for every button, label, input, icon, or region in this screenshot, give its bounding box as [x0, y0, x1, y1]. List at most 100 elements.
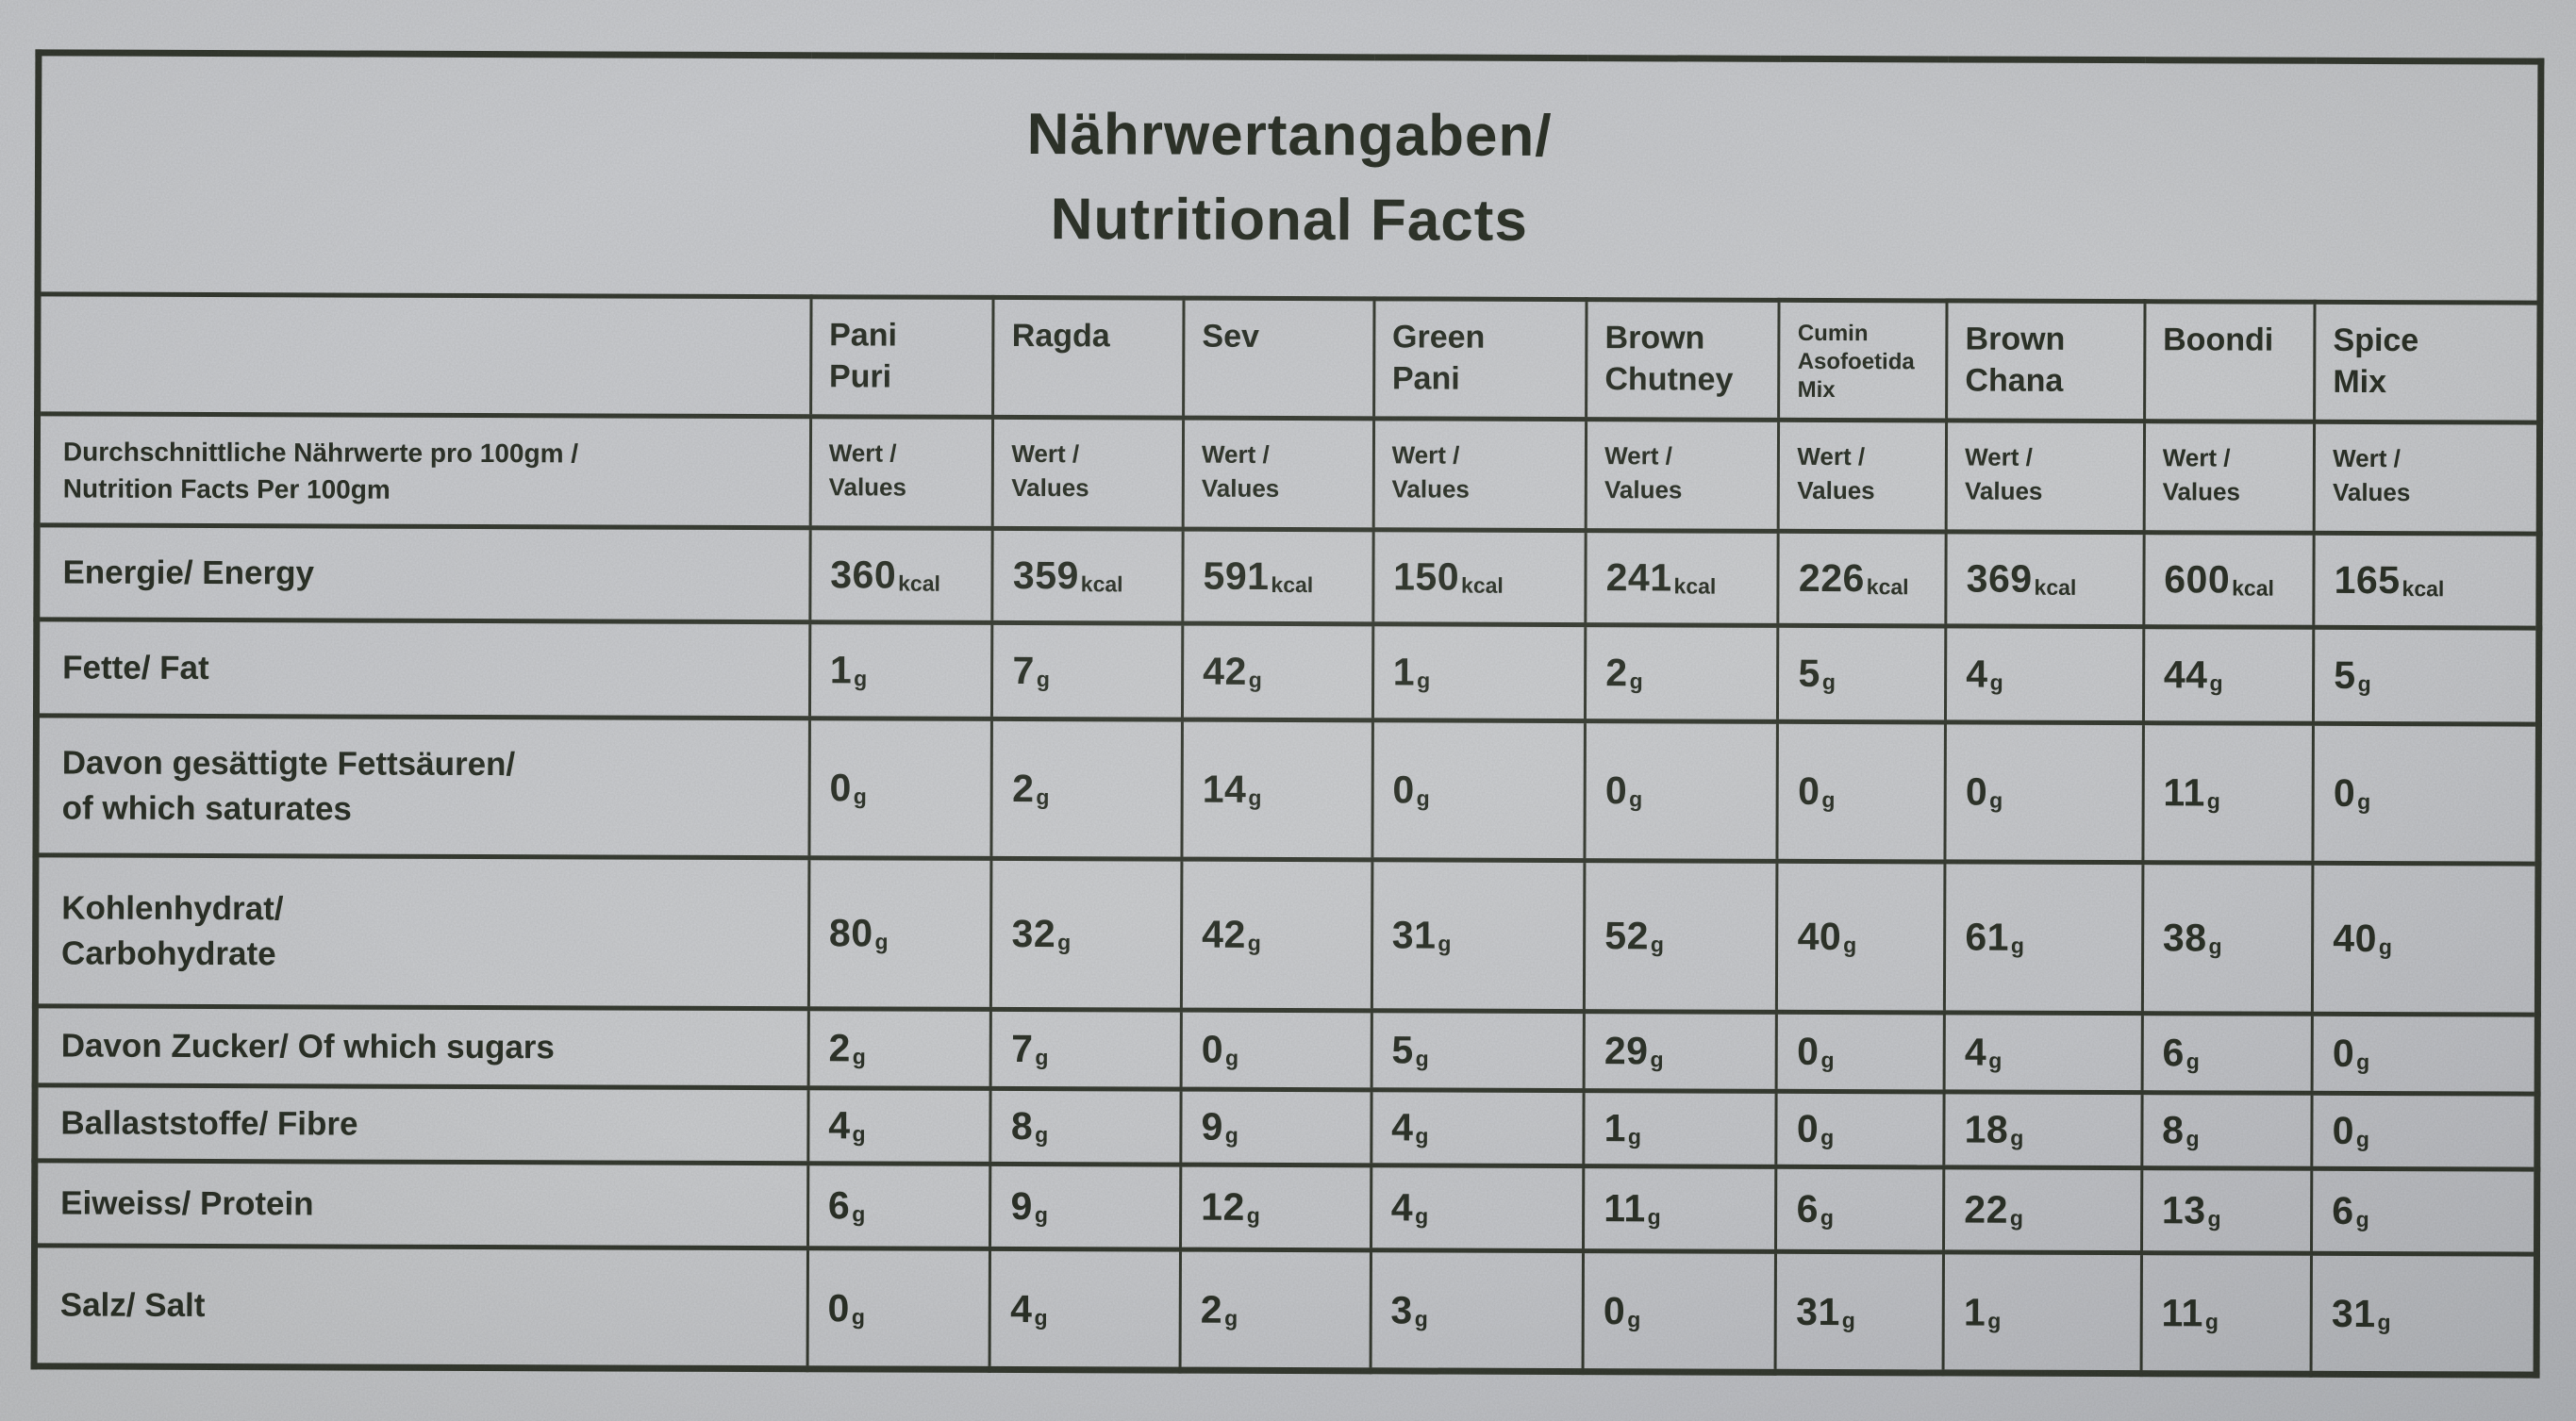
- value-cell: 1g: [809, 621, 993, 719]
- value-cell: 40g: [2312, 863, 2538, 1016]
- value-cell: 2g: [807, 1008, 991, 1089]
- value-header-2: Wert / Values: [1183, 418, 1374, 530]
- unit-label: g: [1415, 1123, 1429, 1148]
- unit-label: g: [1035, 1122, 1049, 1148]
- unit-label: kcal: [1461, 572, 1504, 598]
- unit-label: g: [854, 666, 868, 691]
- unit-label: g: [1247, 930, 1261, 955]
- unit-label: g: [852, 1121, 866, 1147]
- value-cell: 44g: [2143, 626, 2314, 724]
- unit-label: g: [1821, 669, 1836, 695]
- value-cell: 1g: [1584, 1090, 1777, 1167]
- value-cell: 241kcal: [1586, 530, 1779, 626]
- unit-label: g: [1841, 1307, 1855, 1332]
- value-cell: 22g: [1943, 1166, 2142, 1253]
- value-cell: 12g: [1180, 1165, 1371, 1250]
- unit-label: g: [1035, 1045, 1049, 1070]
- value-cell: 40g: [1776, 861, 1946, 1013]
- unit-label: g: [2185, 1126, 2200, 1151]
- corner-cell: [37, 293, 811, 417]
- value-cell: 18g: [1944, 1091, 2142, 1168]
- value-cell: 0g: [2311, 1093, 2538, 1170]
- value-cell: 150kcal: [1372, 529, 1587, 625]
- unit-label: g: [1416, 785, 1430, 811]
- value-header-1: Wert / Values: [992, 417, 1184, 530]
- row-label: Energie/ Energy: [36, 524, 810, 622]
- unit-label: g: [2009, 1205, 2024, 1231]
- per-100g-label: Durchschnittliche Nährwerte pro 100gm / …: [37, 413, 811, 528]
- value-cell: 0g: [1371, 719, 1586, 861]
- unit-label: g: [1989, 669, 2003, 695]
- unit-label: g: [2357, 670, 2371, 697]
- value-cell: 359kcal: [992, 528, 1184, 624]
- unit-label: g: [2357, 788, 2371, 815]
- table-title-german: Nährwertangaben/: [1026, 102, 1553, 169]
- nutrient-row-1: Fette/ Fat 1g 7g 42g 1g 2g 5g 4g 44g 5g: [36, 619, 2539, 725]
- value-cell: 2g: [991, 719, 1183, 860]
- title-row: Nährwertangaben/ Nutritional Facts: [38, 52, 2541, 304]
- value-cell: 4g: [1371, 1089, 1585, 1166]
- unit-label: g: [1629, 786, 1643, 812]
- nutrient-row-2: Davon gesättigte Fettsäuren/ of which sa…: [35, 715, 2539, 865]
- unit-label: g: [1627, 1306, 1641, 1331]
- column-header-0: Pani Puri: [810, 296, 994, 418]
- value-cell: 360kcal: [809, 527, 993, 623]
- unit-label: g: [1224, 1305, 1238, 1330]
- column-header-8: Spice Mix: [2314, 302, 2541, 423]
- value-cell: 165kcal: [2313, 533, 2540, 629]
- value-cell: 8g: [990, 1088, 1182, 1165]
- unit-label: g: [1225, 1045, 1239, 1070]
- unit-label: g: [1820, 1204, 1835, 1231]
- nutrient-row-3: Kohlenhydrat/ Carbohydrate 80g 32g 42g 31g 52…: [35, 854, 2538, 1016]
- value-cell: 5g: [2313, 627, 2539, 725]
- unit-label: g: [2185, 1049, 2200, 1074]
- value-cell: 0g: [808, 718, 992, 859]
- nutrient-row-7: Salz/ Salt 0g 4g 2g 3g 0g 31g 1g 11g 31g: [34, 1245, 2537, 1376]
- nutrient-row-4: Davon Zucker/ Of which sugars 2g 7g 0g 5g 29g…: [35, 1005, 2538, 1095]
- row-label: Fette/ Fat: [36, 619, 810, 719]
- value-cell: 32g: [990, 858, 1183, 1011]
- row-label: Davon Zucker/ Of which sugars: [35, 1005, 809, 1088]
- value-cell: 11g: [2140, 1252, 2312, 1375]
- value-cell: 5g: [1777, 625, 1947, 722]
- value-cell: 8g: [2141, 1092, 2313, 1169]
- unit-label: g: [851, 1303, 865, 1329]
- unit-label: kcal: [1080, 571, 1123, 597]
- unit-label: g: [1650, 932, 1665, 957]
- value-cell: 0g: [1583, 1250, 1776, 1373]
- unit-label: g: [1248, 667, 1262, 692]
- value-cell: 4g: [1944, 1012, 2143, 1093]
- value-cell: 42g: [1182, 623, 1373, 720]
- value-cell: 61g: [1944, 861, 2143, 1014]
- value-cell: 14g: [1182, 719, 1373, 860]
- unit-label: kcal: [898, 570, 940, 596]
- value-cell: 0g: [1776, 1012, 1945, 1092]
- unit-label: g: [1417, 668, 1431, 693]
- value-cell: 9g: [989, 1164, 1181, 1250]
- unit-label: kcal: [1866, 574, 1909, 600]
- value-cell: 369kcal: [1946, 531, 2144, 627]
- value-cell: 2g: [1180, 1249, 1371, 1371]
- unit-label: g: [1820, 1047, 1835, 1073]
- value-cell: 600kcal: [2143, 532, 2315, 628]
- unit-label: g: [1647, 1204, 1661, 1230]
- unit-label: g: [1987, 1308, 2002, 1333]
- value-cell: 0g: [806, 1248, 990, 1370]
- unit-label: g: [1034, 1304, 1048, 1330]
- value-cell: 0g: [2312, 1014, 2538, 1095]
- value-header-5: Wert / Values: [1778, 420, 1947, 532]
- unit-label: kcal: [2401, 576, 2445, 602]
- per-100g-header-row: Durchschnittliche Nährwerte pro 100gm / …: [37, 413, 2540, 535]
- value-cell: 7g: [991, 622, 1183, 720]
- value-cell: 80g: [808, 857, 992, 1010]
- value-cell: 4g: [989, 1248, 1181, 1371]
- unit-label: g: [1821, 786, 1836, 813]
- unit-label: g: [1415, 1203, 1429, 1229]
- value-cell: 226kcal: [1778, 531, 1947, 626]
- unit-label: g: [2378, 934, 2393, 960]
- unit-label: g: [2377, 1309, 2391, 1334]
- value-cell: 29g: [1584, 1011, 1777, 1092]
- value-cell: 0g: [2313, 723, 2539, 865]
- unit-label: g: [1988, 1048, 2003, 1073]
